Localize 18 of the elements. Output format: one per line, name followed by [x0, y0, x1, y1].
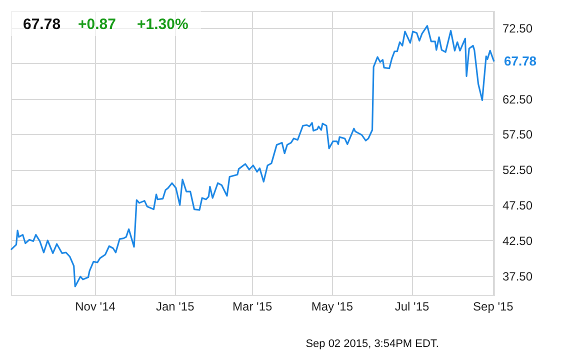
text: Sep 02 2015, 3:54PM EDT. — [306, 338, 439, 350]
x-tick-label: Jul '15 — [394, 300, 430, 314]
y-tick-label: 62.50 — [502, 92, 533, 106]
y-tick-label: 47.50 — [502, 198, 533, 213]
x-tick-label: Jan '15 — [156, 300, 195, 314]
annotation: +1.30% — [137, 16, 188, 33]
y-tick-label: 42.50 — [502, 234, 533, 248]
annotation: 67.78 — [504, 53, 537, 68]
x-tick-label: Mar '15 — [232, 300, 272, 314]
y-tick-label: 52.50 — [502, 163, 533, 178]
annotation: +0.87 — [78, 16, 116, 33]
x-tick-label: Sep '15 — [473, 300, 514, 314]
x-tick-label: Nov '14 — [75, 300, 116, 314]
y-tick-label: 37.50 — [502, 269, 533, 284]
chart-title: 67.78 — [23, 16, 61, 33]
y-tick-label: 57.50 — [502, 128, 533, 142]
y-tick-label: 72.50 — [502, 22, 533, 36]
x-tick-label: May '15 — [311, 300, 354, 314]
